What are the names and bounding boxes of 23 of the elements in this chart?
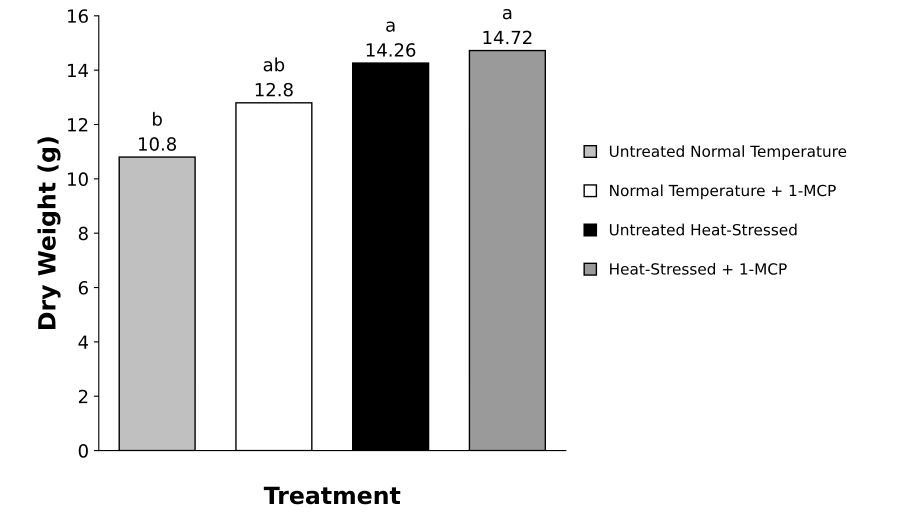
y-tick-label: 14 xyxy=(68,64,88,78)
legend-label: Untreated Heat-Stressed xyxy=(610,224,797,236)
annotation: a xyxy=(386,21,395,32)
y-tick-label: 6 xyxy=(78,281,88,295)
legend-label: Untreated Normal Temperature xyxy=(610,145,846,160)
y-tick-label: 16 xyxy=(68,9,88,23)
data-label: 10.8 xyxy=(139,137,176,151)
y-axis-title: Dry Weight (g) xyxy=(37,137,61,329)
legend-label: Heat-Stressed + 1-MCP xyxy=(610,262,787,275)
y-tick-label: 2 xyxy=(78,390,88,404)
x-axis-title: Treatment xyxy=(264,486,400,504)
y-tick-label: 10 xyxy=(68,172,88,186)
annotation: ab xyxy=(264,58,284,72)
y-tick-label: 12 xyxy=(68,118,88,132)
annotation: a xyxy=(502,8,512,20)
y-tick-label: 0 xyxy=(78,444,88,458)
data-label: 14.26 xyxy=(366,43,416,57)
legend-label: Normal Temperature + 1-MCP xyxy=(610,184,836,200)
data-label: 14.72 xyxy=(484,30,532,44)
y-tick-label: 4 xyxy=(78,336,88,349)
data-label: 12.8 xyxy=(256,82,293,96)
annotation: b xyxy=(153,112,162,126)
y-tick-label: 8 xyxy=(78,226,88,240)
